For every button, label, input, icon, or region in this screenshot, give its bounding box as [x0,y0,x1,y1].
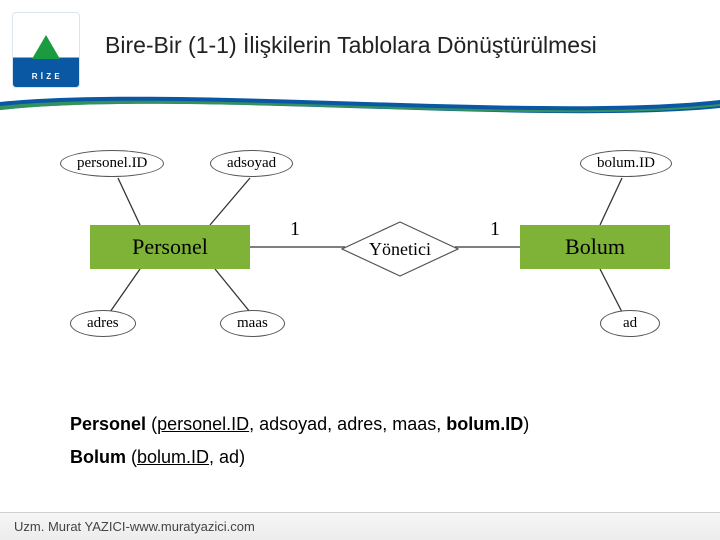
relationship-label: Yönetici [369,239,431,260]
primary-key: bolum.ID [137,447,209,467]
attr-personelid: personel.ID [60,150,164,177]
logo-text: R İ Z E [13,72,79,81]
university-logo: R İ Z E [12,12,80,88]
relation-name: Bolum [70,447,126,467]
entity-label: Bolum [565,234,625,260]
schema-line: Personel (personel.ID, adsoyad, adres, m… [70,410,529,439]
attr-ad: ad [600,310,660,337]
footer-url: www.muratyazici.com [130,519,255,534]
er-diagram: Personel Bolum personel.ID adsoyad adres… [0,130,720,390]
header-wave [0,90,720,114]
slide-footer: Uzm. Murat YAZICI - www.muratyazici.com [0,512,720,540]
cardinality-right: 1 [490,218,500,241]
entity-label: Personel [132,234,208,260]
slide-header: R İ Z E Bire-Bir (1-1) İlişkilerin Tablo… [0,0,720,100]
attr-maas: maas [220,310,285,337]
primary-key: personel.ID [157,414,249,434]
cardinality-left: 1 [290,218,300,241]
attr-adsoyad: adsoyad [210,150,293,177]
relationship-yonetici: Yönetici [340,220,460,278]
entity-bolum: Bolum [520,225,670,269]
relational-schema: Personel (personel.ID, adsoyad, adres, m… [70,410,529,476]
relation-name: Personel [70,414,146,434]
entity-personel: Personel [90,225,250,269]
foreign-key: bolum.ID [446,414,523,434]
footer-author: Uzm. Murat YAZICI [14,519,125,534]
slide-title: Bire-Bir (1-1) İlişkilerin Tablolara Dön… [105,32,597,59]
attr-adres: adres [70,310,136,337]
schema-line: Bolum (bolum.ID, ad) [70,443,529,472]
attr-bolumid: bolum.ID [580,150,672,177]
